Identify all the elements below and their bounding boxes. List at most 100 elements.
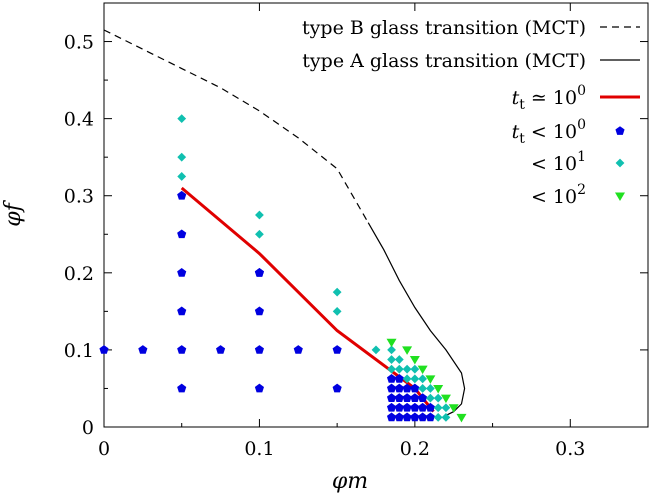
data-point (332, 306, 342, 316)
y-tick-label: 0.3 (64, 186, 94, 208)
data-point (387, 364, 396, 374)
data-point (387, 355, 396, 364)
data-point (386, 383, 397, 393)
data-point (386, 412, 397, 422)
data-point (332, 345, 342, 354)
series-5 (386, 338, 467, 423)
data-point (402, 346, 413, 355)
data-point (99, 345, 109, 354)
series-1 (367, 222, 466, 416)
data-point (440, 394, 451, 404)
legend-swatch (615, 126, 625, 135)
data-point (254, 345, 264, 354)
data-point (402, 374, 412, 384)
data-point (177, 345, 187, 354)
y-tick-label: 0 (82, 417, 94, 439)
data-point (177, 190, 187, 200)
data-point (255, 229, 264, 239)
data-point (441, 403, 451, 413)
data-point (177, 172, 187, 181)
legend-entry: tt ≃ 100 (512, 83, 640, 113)
x-tick-label: 0.1 (244, 438, 274, 460)
data-point (177, 229, 187, 239)
data-point (138, 345, 148, 354)
data-point (177, 114, 187, 124)
data-point (394, 355, 404, 364)
data-point (402, 364, 412, 374)
data-point (418, 402, 428, 412)
series-line (367, 222, 466, 416)
data-point (332, 287, 342, 297)
data-point (410, 374, 420, 384)
data-point (386, 402, 397, 412)
legend-entry: < 102 (531, 182, 625, 208)
data-point (417, 365, 428, 375)
x-tick-label: 0.2 (400, 438, 430, 460)
series-0 (103, 29, 369, 224)
y-tick-label: 0.5 (64, 32, 94, 54)
data-point (433, 412, 443, 422)
data-point (410, 383, 420, 393)
legend-entry: < 101 (531, 149, 625, 175)
data-point (456, 413, 467, 423)
x-tick-label: 0.3 (555, 438, 585, 460)
plot-frame (103, 2, 649, 428)
data-point (387, 345, 396, 355)
data-point (394, 383, 404, 393)
data-point (394, 393, 404, 402)
y-tick-label: 0.2 (64, 263, 94, 285)
data-point (254, 306, 264, 316)
data-point (216, 345, 226, 354)
data-point (254, 383, 264, 393)
data-point (386, 393, 397, 402)
data-point (394, 412, 404, 422)
legend-label: type A glass transition (MCT) (302, 50, 586, 72)
data-point (448, 404, 459, 413)
x-tick-label: 0 (98, 438, 110, 460)
data-point (433, 393, 443, 403)
legend: type B glass transition (MCT) type A glas… (302, 17, 640, 208)
legend-swatch (615, 192, 625, 201)
data-point (433, 403, 443, 413)
data-point (433, 384, 444, 394)
legend-label: < 102 (531, 182, 586, 208)
data-point (177, 383, 187, 393)
legend-entry: type A glass transition (MCT) (302, 50, 640, 72)
series-3 (99, 190, 435, 422)
data-point (254, 268, 264, 277)
data-point (425, 402, 435, 412)
data-point (409, 356, 420, 365)
data-point (402, 383, 412, 393)
data-point (410, 364, 420, 374)
ticks: 0 0.1 0.2 0.3 0 0.1 0.2 0.3 0.4 0.5 (64, 2, 649, 460)
data-point (425, 412, 435, 422)
data-point (177, 268, 187, 277)
data-point (255, 210, 264, 220)
series-line (103, 29, 369, 224)
data-point (371, 345, 381, 355)
legend-label: < 101 (531, 149, 586, 175)
legend-label: tt < 100 (512, 117, 586, 147)
data-point (332, 383, 342, 393)
series-layer (99, 29, 467, 423)
data-point (418, 393, 428, 402)
legend-entry: tt < 100 (512, 117, 625, 147)
data-point (402, 393, 412, 402)
data-point (426, 384, 435, 393)
legend-swatch (615, 158, 625, 168)
data-point (441, 412, 451, 422)
data-point (386, 374, 397, 383)
data-point (394, 364, 404, 374)
data-point (177, 306, 187, 316)
y-tick-label: 0.4 (64, 109, 94, 131)
data-point (394, 374, 404, 383)
legend-entry: type B glass transition (MCT) (302, 17, 640, 39)
data-point (394, 402, 404, 412)
data-point (402, 402, 412, 412)
x-axis-label: φm (332, 469, 368, 494)
legend-label: type B glass transition (MCT) (302, 17, 586, 39)
data-point (402, 412, 412, 422)
legend-label: tt ≃ 100 (512, 83, 586, 113)
data-point (410, 393, 420, 402)
